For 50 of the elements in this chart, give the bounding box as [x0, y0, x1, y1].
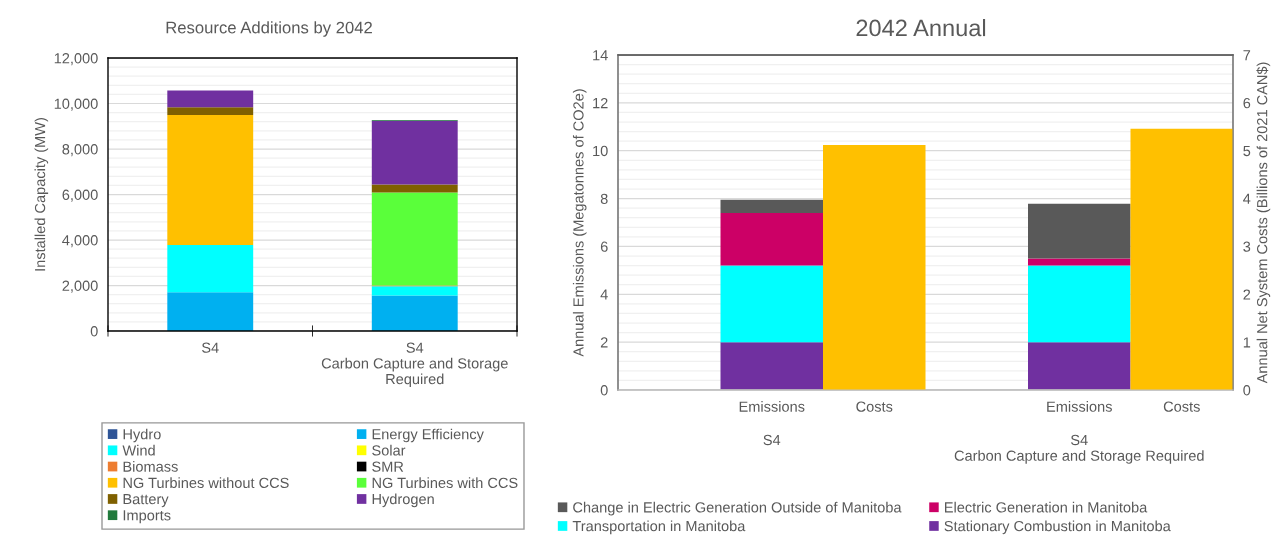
x-tick-label: Emissions [1047, 401, 1112, 412]
y2-tick-label: 7 [1243, 50, 1251, 61]
legend-label: Solar [372, 444, 406, 456]
legend-label: SMR [372, 461, 404, 472]
y2-tick-label: 5 [1243, 145, 1251, 157]
x-tick-label: Costs [856, 401, 893, 412]
y-tick-label: 4 [600, 289, 608, 300]
legend-label: Imports [123, 510, 171, 524]
y-tick-label: 0 [90, 326, 98, 337]
legend-label: Wind [122, 444, 155, 456]
text: S4 Carbon Capture and Storage Required [954, 434, 1204, 464]
y-tick-label: 2 [600, 337, 608, 348]
legend-label: Hydro [123, 428, 161, 443]
y-tick-label: 10 [593, 145, 608, 157]
chart-title: Resource Additions by 2042 [166, 21, 372, 37]
y-tick-label: 14 [593, 50, 608, 61]
y-tick-label: 0 [600, 385, 608, 396]
legend-label: Transportation in Manitoba [572, 520, 746, 535]
y-tick-label: 8 [600, 193, 608, 204]
legend-label: Electric Generation in Manitoba [945, 501, 1148, 513]
y-tick-label: 8,000 [62, 144, 98, 157]
x-tick-label: Costs [1163, 401, 1200, 412]
y2-tick-label: 0 [1243, 385, 1251, 396]
legend-label: Energy Efficiency [372, 428, 484, 443]
legend-label: NG Turbines with CCS [372, 477, 518, 489]
x-tick-label: S4 Carbon Capture and Storage Required [321, 342, 508, 388]
y-tick-label: 2,000 [62, 280, 98, 293]
y2-axis-title: Annual Net System Costs (Billions of 2021 CAN$) [1256, 62, 1271, 384]
y2-tick-label: 1 [1243, 337, 1251, 348]
legend-label: Battery [123, 494, 169, 508]
legend-label: Stationary Combustion in Manitoba [944, 520, 1171, 535]
x-tick-label: Emissions [739, 401, 805, 412]
y2-tick-label: 3 [1243, 241, 1251, 252]
y2-tick-label: 6 [1243, 97, 1251, 109]
y-tick-label: 6 [600, 241, 608, 252]
legend-label: NG Turbines without CCS [123, 477, 289, 489]
y2-tick-label: 4 [1243, 193, 1251, 204]
y-tick-label: 12 [593, 97, 608, 109]
y2-tick-label: 2 [1243, 289, 1251, 300]
chart-title: 2042 Annual [856, 19, 986, 37]
y-tick-label: 4,000 [62, 235, 98, 248]
text: S4 [763, 434, 781, 446]
y-tick-label: 10,000 [54, 98, 98, 111]
legend-label: Change in Electric Generation Outside of Manitoba [573, 501, 902, 516]
legend-label: Biomass [123, 461, 178, 472]
y-axis-title: Installed Capacity (MW) [34, 118, 49, 271]
legend-label: Hydrogen [372, 493, 434, 508]
y-tick-label: 6,000 [62, 189, 98, 202]
y-tick-label: 12,000 [54, 53, 98, 66]
y-axis-title: Annual Emissions (Megatonnes of CO2e) [572, 89, 587, 357]
